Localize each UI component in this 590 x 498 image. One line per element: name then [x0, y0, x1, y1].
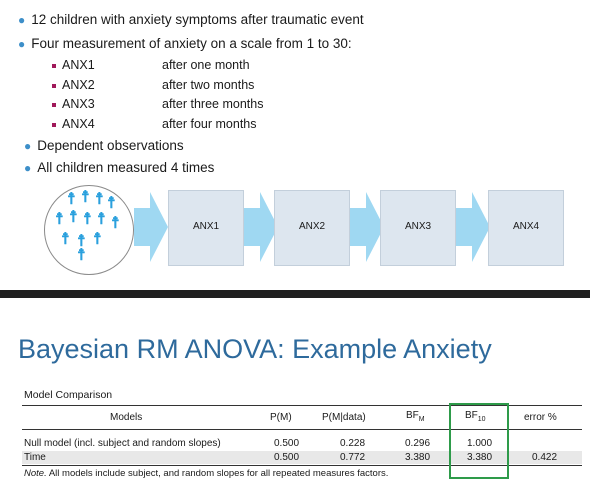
table-note: Note. All models include subject, and ra… [24, 468, 388, 479]
flow-box-label: ANX2 [298, 221, 326, 232]
table-row-bf10: 1.000 [467, 438, 493, 449]
arrow-right-icon [350, 192, 384, 262]
measure-desc: after two months [162, 78, 255, 92]
measure-desc: after three months [162, 97, 264, 111]
table-row-stripe [22, 451, 582, 464]
col-header-models: Models [110, 412, 143, 423]
square-bullet-icon [52, 63, 56, 68]
bullet-dot-icon: ● [24, 139, 32, 153]
bullet-item: ● Four measurement of anxiety on a scale … [18, 35, 352, 53]
bfm-label: BF [406, 410, 419, 421]
measure-desc: after one month [162, 58, 250, 72]
table-row-pm: 0.500 [274, 438, 300, 449]
bullet-dot-icon: ● [24, 161, 32, 175]
table-row-bfm: 0.296 [405, 438, 431, 449]
table-top-rule [22, 405, 582, 406]
col-header-bfm: BFM [406, 410, 425, 426]
col-header-pm: P(M) [270, 412, 292, 423]
bullet-dot-icon: ● [18, 37, 26, 51]
flow-box: ANX4 [488, 190, 564, 266]
col-header-bf10: BF10 [465, 410, 486, 426]
measure-name: ANX2 [62, 78, 95, 92]
slide-title: Bayesian RM ANOVA: Example Anxiety [18, 334, 492, 364]
note-label: Note. [24, 468, 47, 479]
bullet-item: ● All children measured 4 times [24, 159, 214, 177]
bf10-sub: 10 [477, 416, 486, 423]
table-row-model: Time [24, 452, 46, 463]
bullet-dot-icon: ● [18, 13, 26, 27]
note-text: All models include subject, and random s… [46, 468, 389, 479]
table-row-bf10: 3.380 [467, 452, 493, 463]
arrow-right-icon [134, 192, 168, 262]
measure-item: ANX1 after one month [52, 57, 250, 73]
bullet-item: ● Dependent observations [24, 137, 184, 155]
measure-name: ANX3 [62, 97, 95, 111]
measure-name: ANX4 [62, 117, 95, 131]
bullet-text: 12 children with anxiety symptoms after … [31, 12, 364, 27]
measure-item: ANX3 after three months [52, 96, 263, 112]
flow-box: ANX3 [380, 190, 456, 266]
measure-name: ANX1 [62, 58, 95, 72]
table-row-error: 0.422 [532, 452, 558, 463]
bf10-label: BF [465, 410, 478, 421]
table-row-model: Null model (incl. subject and random slo… [24, 438, 221, 449]
table-header-rule [22, 429, 582, 430]
table-caption: Model Comparison [24, 389, 113, 401]
col-header-pmd: P(M|data) [322, 412, 366, 423]
flow-box: ANX1 [168, 190, 244, 266]
bullet-text: Dependent observations [37, 138, 184, 153]
flow-box: ANX2 [274, 190, 350, 266]
col-header-error: error % [524, 412, 557, 423]
table-row-pmd: 0.772 [340, 452, 366, 463]
bf10-highlight-box [449, 403, 509, 479]
slide-divider [0, 290, 590, 298]
slide-top: ● 12 children with anxiety symptoms after… [18, 11, 564, 275]
square-bullet-icon [52, 122, 56, 127]
square-bullet-icon [52, 102, 56, 107]
table-row-pmd: 0.228 [340, 438, 366, 449]
arrow-right-icon [244, 192, 278, 262]
flow-box-label: ANX3 [404, 221, 432, 232]
table-row-bfm: 3.380 [405, 452, 431, 463]
bullet-text: All children measured 4 times [37, 160, 215, 175]
children-group-icon: ☨ ☨ ☨ ☨ ☨ ☨ ☨ ☨ ☨ ☨ ☨ ☨ ☨ [44, 185, 134, 275]
bullet-item: ● 12 children with anxiety symptoms after… [18, 11, 364, 29]
flow-box-label: ANX1 [192, 221, 220, 232]
table-bottom-rule [22, 465, 582, 466]
flow-box-label: ANX4 [512, 221, 540, 232]
table-row-pm: 0.500 [274, 452, 300, 463]
measure-desc: after four months [162, 117, 257, 131]
measure-item: ANX4 after four months [52, 116, 257, 132]
measure-item: ANX2 after two months [52, 77, 254, 93]
bullet-text: Four measurement of anxiety on a scale f… [31, 36, 352, 51]
square-bullet-icon [52, 83, 56, 88]
arrow-right-icon [456, 192, 490, 262]
bfm-sub: M [418, 416, 425, 423]
